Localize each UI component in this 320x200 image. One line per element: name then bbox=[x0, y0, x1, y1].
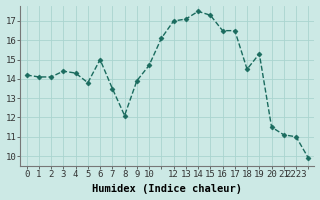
X-axis label: Humidex (Indice chaleur): Humidex (Indice chaleur) bbox=[92, 184, 243, 194]
